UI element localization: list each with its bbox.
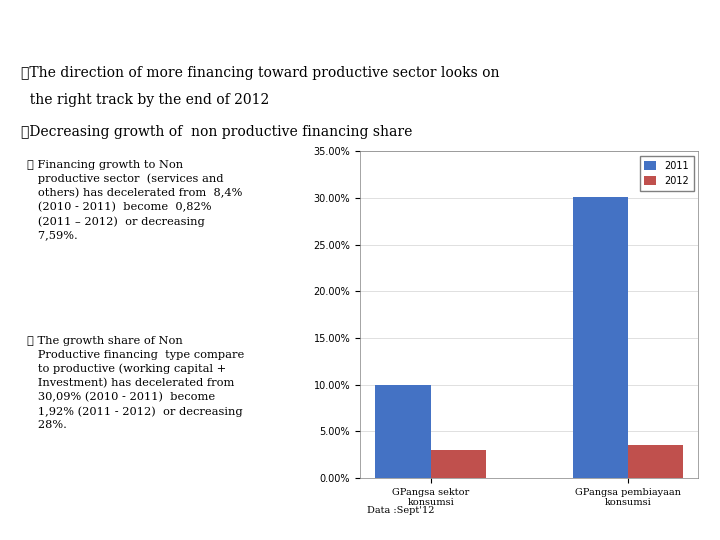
Text: 11: 11 — [652, 19, 677, 37]
Text: ❖ The growth share of Non
   Productive financing  type compare
   to productive: ❖ The growth share of Non Productive fin… — [27, 336, 244, 430]
Bar — [375, 384, 431, 478]
Bar — [572, 197, 628, 478]
Text: Data :Sept'12: Data :Sept'12 — [367, 506, 435, 515]
Legend: 2011, 2012: 2011, 2012 — [639, 156, 693, 191]
Bar — [431, 450, 486, 478]
Text: ❖ Financing growth to Non
   productive sector  (services and
   others) has dec: ❖ Financing growth to Non productive sec… — [27, 160, 243, 240]
Text: the right track by the end of 2012: the right track by the end of 2012 — [22, 93, 269, 107]
Bar — [628, 445, 683, 478]
Text: ✓The direction of more financing toward productive sector looks on: ✓The direction of more financing toward … — [22, 66, 500, 80]
Text: ✓Decreasing growth of  non productive financing share: ✓Decreasing growth of non productive fin… — [22, 125, 413, 139]
Text: The Decreasing Growth of Non Productive Financing Share/Sector: The Decreasing Growth of Non Productive … — [9, 21, 575, 36]
